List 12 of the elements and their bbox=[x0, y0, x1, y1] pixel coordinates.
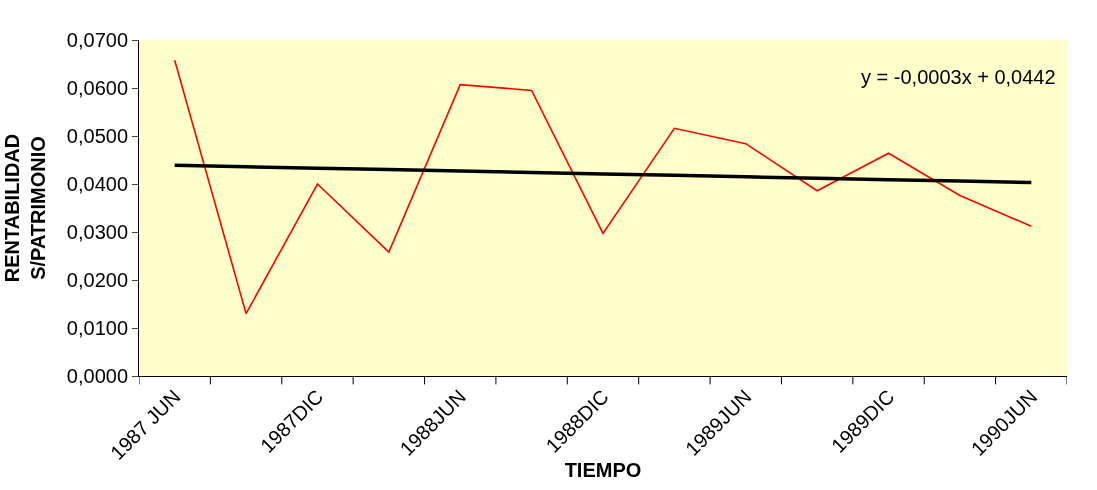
x-axis-title: TIEMPO bbox=[564, 459, 642, 482]
y-tick-label: 0,0200 bbox=[66, 269, 128, 291]
y-tick-label: 0,0100 bbox=[66, 317, 128, 339]
y-tick-label: 0,0300 bbox=[66, 221, 128, 243]
y-tick-label: 0,0500 bbox=[66, 125, 128, 147]
y-tick-label: 0,0600 bbox=[66, 77, 128, 99]
y-tick-label: 0,0700 bbox=[66, 29, 128, 51]
y-tick-label: 0,0000 bbox=[66, 365, 128, 387]
line-series bbox=[172, 163, 1034, 185]
annotation: y = -0,0003x + 0,0442 bbox=[861, 66, 1056, 88]
y-axis-title: RENTABILIDAD S/PATRIMONIO bbox=[1, 133, 50, 283]
y-tick-label: 0,0400 bbox=[66, 173, 128, 195]
